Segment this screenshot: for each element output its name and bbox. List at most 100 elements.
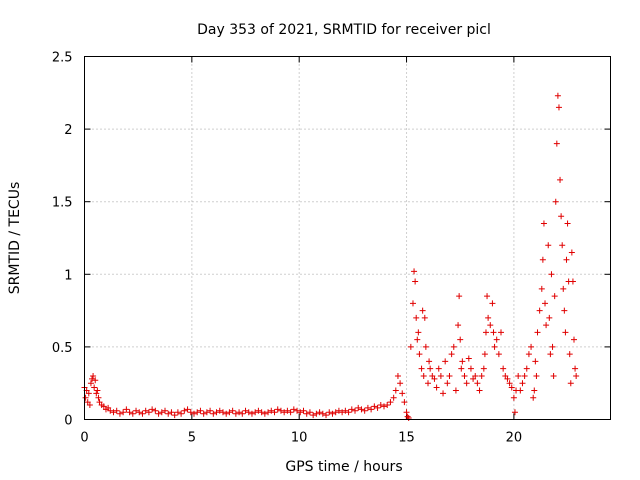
data-point	[294, 407, 301, 414]
data-point	[142, 407, 149, 414]
data-point	[271, 409, 278, 416]
data-point	[236, 409, 243, 416]
data-point	[491, 343, 498, 350]
data-point	[420, 372, 427, 379]
data-point	[361, 407, 368, 414]
data-point	[171, 412, 178, 419]
data-point	[525, 351, 532, 358]
data-point	[390, 394, 397, 401]
data-point	[562, 329, 569, 336]
data-point	[184, 406, 191, 413]
x-tick-label: 5	[188, 431, 196, 446]
data-point	[409, 300, 416, 307]
data-point	[197, 407, 204, 414]
data-point	[538, 285, 545, 292]
data-point	[418, 365, 425, 372]
data-point	[364, 404, 371, 411]
data-point	[332, 409, 339, 416]
data-point	[553, 140, 560, 147]
chart-title: Day 353 of 2021, SRMTID for receiver pic…	[197, 22, 491, 38]
data-point	[532, 358, 539, 365]
data-point	[521, 372, 528, 379]
data-point	[487, 322, 494, 329]
data-point	[392, 387, 399, 394]
data-point	[437, 372, 444, 379]
data-point	[569, 278, 576, 285]
data-point	[93, 390, 100, 397]
data-point	[91, 384, 98, 391]
data-point	[268, 407, 275, 414]
data-point	[190, 410, 197, 417]
data-point	[232, 410, 239, 417]
data-point	[546, 314, 553, 321]
data-point	[427, 365, 434, 372]
data-point	[548, 271, 555, 278]
data-point	[448, 351, 455, 358]
data-point	[467, 365, 474, 372]
data-point	[384, 401, 391, 408]
data-point	[371, 403, 378, 410]
data-point	[248, 410, 255, 417]
data-point	[255, 407, 262, 414]
data-point	[377, 401, 384, 408]
data-point	[210, 410, 217, 417]
data-point	[523, 365, 530, 372]
data-point	[306, 409, 313, 416]
data-point	[549, 343, 556, 350]
data-point	[394, 372, 401, 379]
y-tick-label: 2	[64, 123, 72, 138]
data-point	[129, 410, 136, 417]
data-point	[139, 410, 146, 417]
data-point	[558, 213, 565, 220]
data-point	[374, 404, 381, 411]
data-point	[274, 406, 281, 413]
data-point	[401, 399, 408, 406]
data-point	[412, 278, 419, 285]
data-point	[495, 351, 502, 358]
data-point	[152, 407, 159, 414]
data-point	[573, 372, 580, 379]
data-point	[300, 407, 307, 414]
data-point	[422, 343, 429, 350]
data-point	[252, 409, 259, 416]
data-point	[440, 390, 447, 397]
data-point	[85, 390, 92, 397]
data-point	[113, 407, 120, 414]
data-point	[508, 384, 515, 391]
x-tick-label: 0	[80, 431, 88, 446]
data-point	[564, 220, 571, 227]
data-point	[456, 293, 463, 300]
data-point	[326, 409, 333, 416]
data-point	[345, 409, 352, 416]
data-point	[455, 322, 462, 329]
data-point	[219, 409, 226, 416]
data-point	[178, 410, 185, 417]
data-point	[158, 409, 165, 416]
data-point	[414, 336, 421, 343]
data-point	[536, 307, 543, 314]
data-point	[534, 329, 541, 336]
data-point	[415, 329, 422, 336]
data-point	[223, 410, 230, 417]
data-point	[560, 285, 567, 292]
data-point	[207, 407, 214, 414]
axis-ticks: 0 5 10 15 20 0 0.5 1 1.5 2 2.5	[52, 51, 611, 446]
data-point	[403, 409, 410, 416]
data-point	[519, 380, 526, 387]
data-point	[563, 256, 570, 263]
data-point	[297, 409, 304, 416]
data-point	[545, 242, 552, 249]
data-point	[258, 409, 265, 416]
x-tick-label: 10	[291, 431, 308, 446]
data-point	[120, 409, 127, 416]
data-point	[458, 365, 465, 372]
data-point	[433, 384, 440, 391]
data-point	[284, 407, 291, 414]
data-point	[506, 380, 513, 387]
data-point	[126, 409, 133, 416]
data-point	[407, 343, 414, 350]
data-point	[89, 375, 96, 382]
data-point	[510, 394, 517, 401]
data-point	[450, 343, 457, 350]
